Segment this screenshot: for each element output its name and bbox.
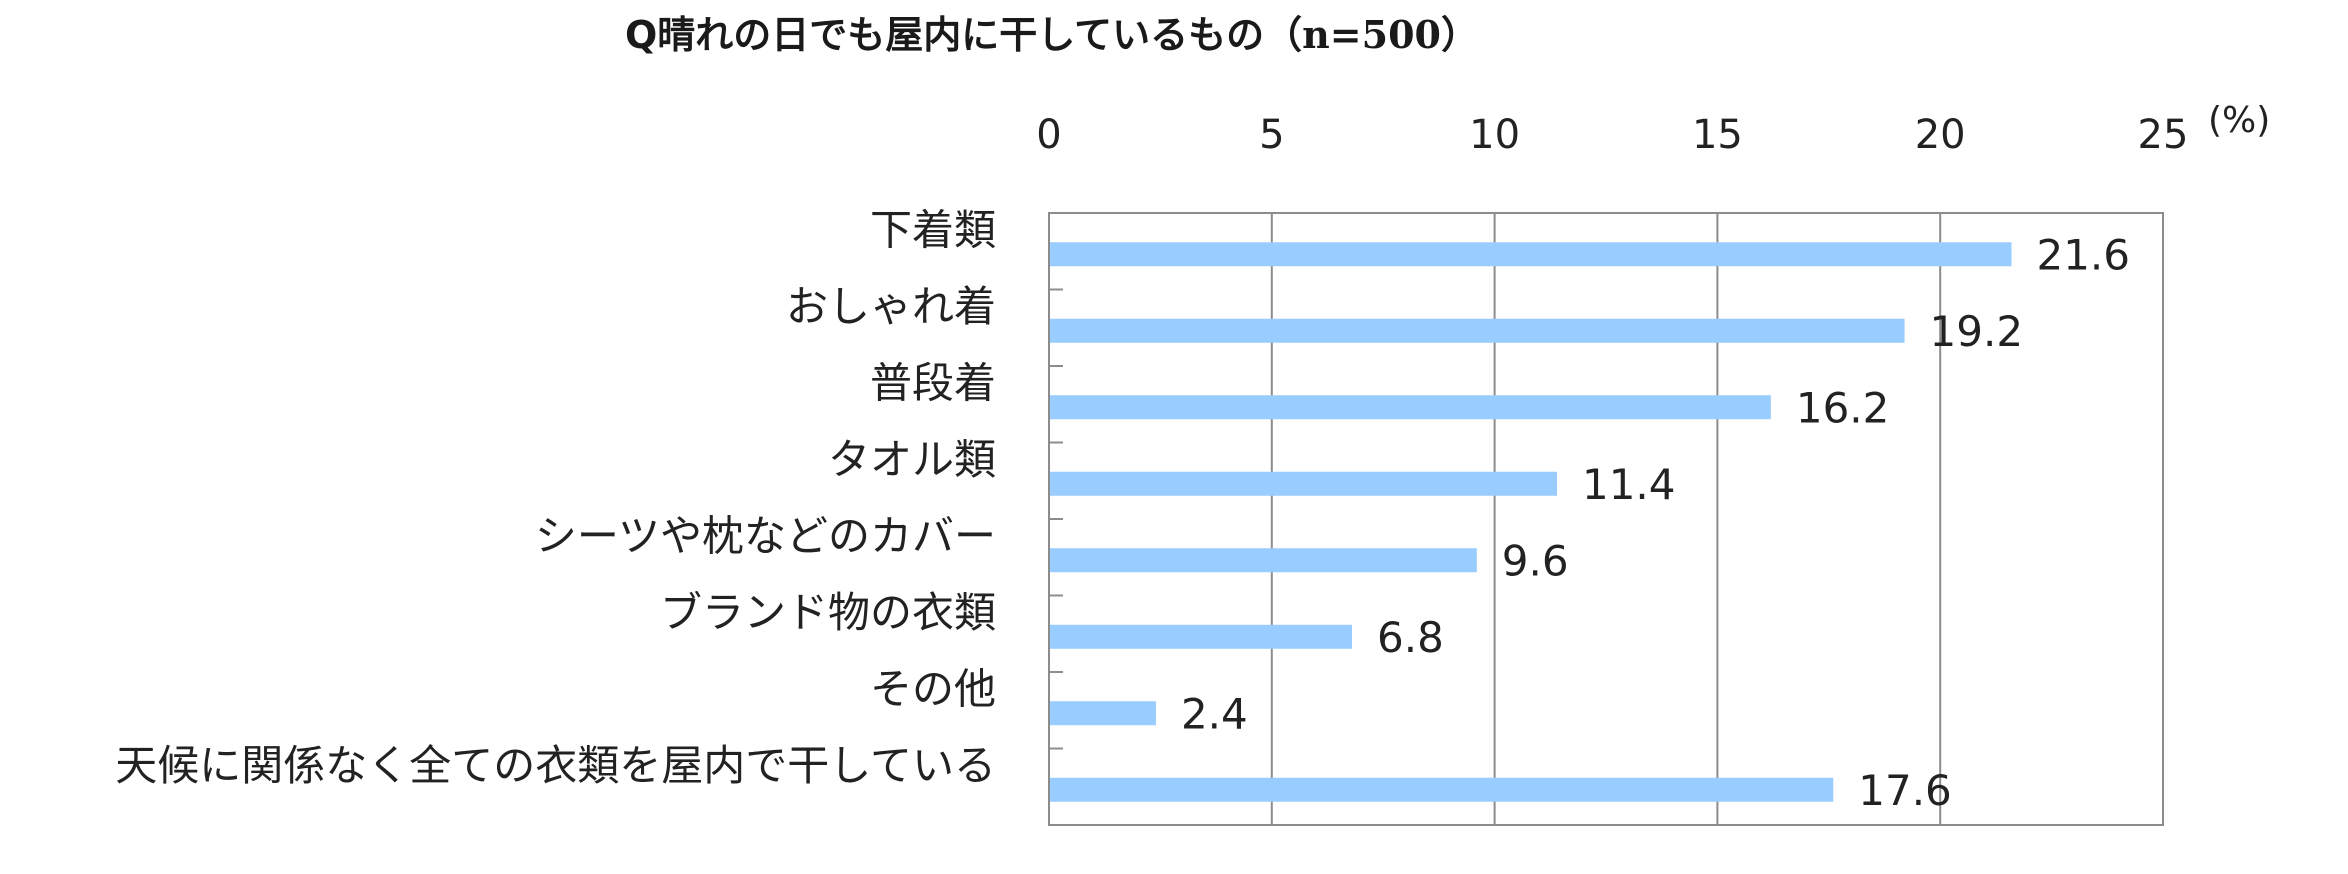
plot-area-frame bbox=[1048, 212, 2164, 826]
value-label: 19.2 bbox=[1930, 307, 2024, 356]
value-label: 6.8 bbox=[1377, 613, 1444, 662]
x-tick-label: 5 bbox=[1259, 112, 1284, 158]
unit-label: (%) bbox=[2208, 100, 2270, 141]
category-label: 下着類 bbox=[870, 205, 996, 254]
x-tick-label: 10 bbox=[1469, 112, 1520, 158]
bar bbox=[1049, 395, 1771, 420]
bar bbox=[1049, 777, 1834, 802]
chart-title: Q晴れの日でも屋内に干しているもの（n=500） bbox=[625, 12, 1479, 57]
bar bbox=[1049, 318, 1905, 343]
value-label: 17.6 bbox=[1858, 766, 1952, 815]
x-tick-label: 0 bbox=[1036, 112, 1061, 158]
grid-lines bbox=[1049, 213, 1942, 825]
category-label: その他 bbox=[870, 664, 996, 713]
chart-title-main: Q晴れの日でも屋内に干しているもの bbox=[625, 13, 1264, 57]
value-label: 11.4 bbox=[1582, 460, 1676, 509]
value-label: 2.4 bbox=[1181, 689, 1248, 738]
category-label: タオル類 bbox=[828, 435, 996, 484]
bar bbox=[1049, 242, 2012, 267]
x-axis-ticks: 0 5 10 15 20 25 bbox=[1036, 112, 2188, 158]
bar bbox=[1049, 624, 1353, 649]
x-tick-label: 15 bbox=[1692, 112, 1743, 158]
category-labels: 下着類おしゃれ着普段着タオル類シーツや枕などのカバーブランド物の衣類その他天候に… bbox=[115, 205, 996, 790]
category-label: 天候に関係なく全ての衣類を屋内で干している bbox=[115, 741, 996, 790]
bar bbox=[1049, 701, 1156, 726]
chart-title-sample-size: （n=500） bbox=[1264, 12, 1479, 57]
value-label: 21.6 bbox=[2036, 230, 2130, 279]
x-tick-label: 20 bbox=[1915, 112, 1966, 158]
value-label: 16.2 bbox=[1796, 383, 1890, 432]
category-label: ブランド物の衣類 bbox=[660, 588, 996, 637]
category-label: 普段着 bbox=[870, 358, 996, 407]
category-label: シーツや枕などのカバー bbox=[535, 511, 996, 560]
category-label: おしゃれ着 bbox=[786, 282, 996, 331]
bar bbox=[1049, 548, 1477, 573]
value-labels: 21.619.2 16.2 11.4 9.6 6.8 2.4 17.6 bbox=[1181, 230, 2130, 815]
bar bbox=[1049, 471, 1557, 496]
x-tick-label: 25 bbox=[2138, 112, 2189, 158]
bars bbox=[1049, 242, 2012, 802]
value-label: 9.6 bbox=[1502, 536, 1569, 585]
